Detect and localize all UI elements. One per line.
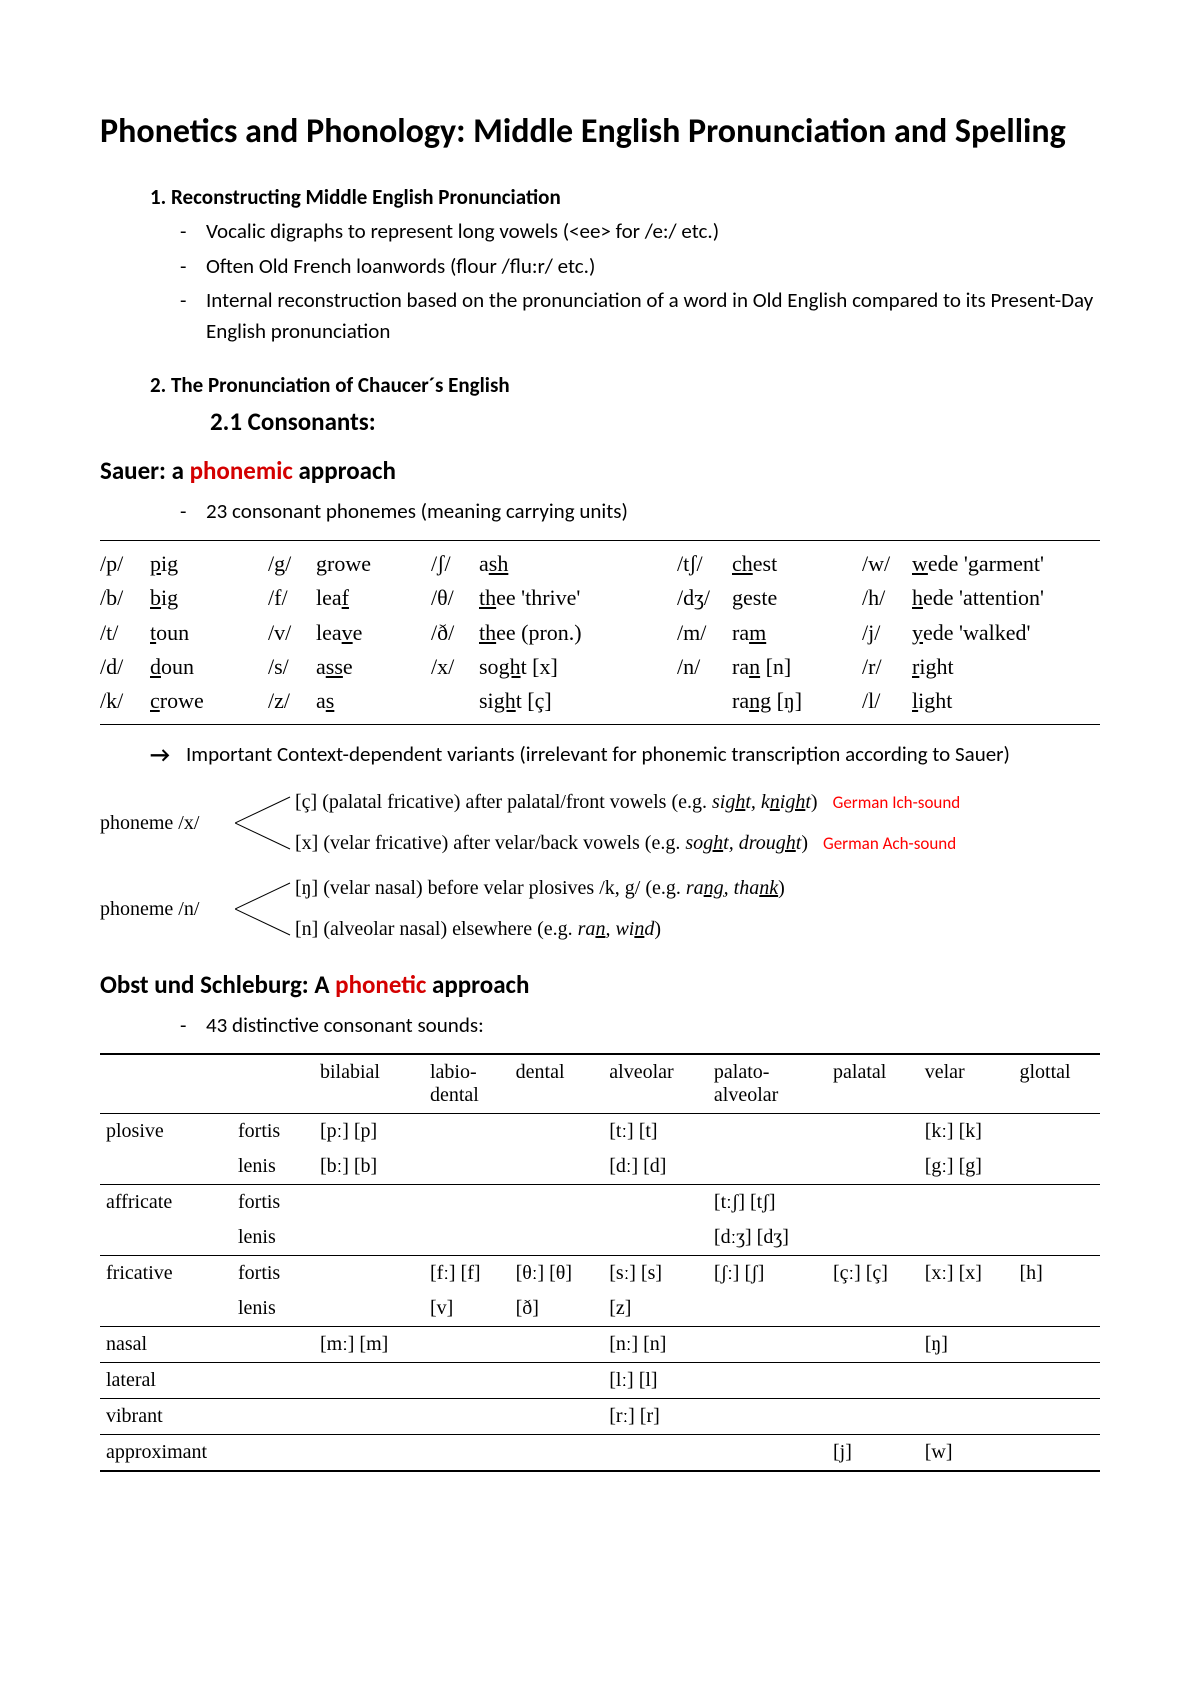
sauer-heading: Sauer: a phonemic approach (100, 455, 1100, 486)
post: approach (293, 455, 396, 486)
num: 1. (150, 184, 166, 210)
consonant-table: bilabiallabio-dentaldentalalveolarpalato… (100, 1053, 1100, 1472)
bullet: Vocalic digraphs to represent long vowel… (180, 216, 1100, 246)
obst-heading: Obst und Schleburg: A phonetic approach (100, 969, 1100, 1000)
red: phonemic (190, 455, 293, 486)
subsection-heading: 2.1 Consonants: (210, 406, 1100, 437)
pre: Sauer: a (100, 455, 190, 486)
section-1-heading: 1. Reconstructing Middle English Pronunc… (150, 184, 1100, 210)
allophone-block: phoneme /x/[ç] (palatal fricative) after… (100, 789, 1100, 943)
post: approach (426, 969, 529, 1000)
red: phonetic (335, 969, 426, 1000)
bullet: Often Old French loanwords (flour /flu:r… (180, 251, 1100, 281)
page-title: Phonetics and Phonology: Middle English … (100, 110, 1100, 154)
document-page: Phonetics and Phonology: Middle English … (0, 0, 1200, 1698)
phoneme-table: /p/pig/g/growe/ʃ/ash/tʃ/chest/w/wede 'ga… (100, 540, 1100, 724)
pre: Obst und Schleburg: A (100, 969, 335, 1000)
text: Reconstructing Middle English Pronunciat… (171, 184, 561, 210)
section-2-heading: 2. The Pronunciation of Chaucer´s Englis… (150, 372, 1100, 398)
text: The Pronunciation of Chaucer´s English (171, 372, 510, 398)
bullet: 23 consonant phonemes (meaning carrying … (180, 496, 1100, 526)
bullet: Internal reconstruction based on the pro… (180, 285, 1100, 346)
arrow-note: Important Context-dependent variants (ir… (150, 739, 1100, 769)
bullet: 43 distinctive consonant sounds: (180, 1010, 1100, 1040)
num: 2. (150, 372, 166, 398)
